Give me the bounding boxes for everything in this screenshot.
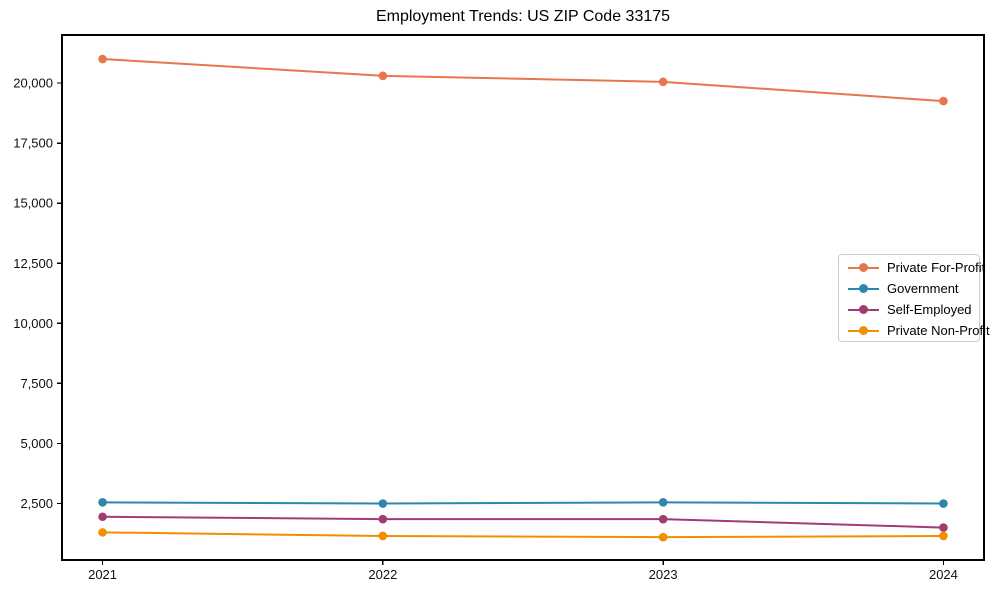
x-tick-label: 2022	[368, 567, 397, 582]
y-tick-label: 5,000	[20, 436, 53, 451]
series-line-government	[101, 501, 945, 505]
y-tick-label: 12,500	[13, 256, 53, 271]
line-marker-icon	[848, 284, 879, 293]
legend-item-private-for-profit: Private For-Profit	[848, 257, 985, 278]
data-point-self-employed	[378, 514, 388, 524]
data-point-government	[658, 498, 668, 507]
data-point-private-for-profit	[939, 96, 948, 106]
legend: Private For-Profit Government Self-Emplo…	[838, 254, 990, 342]
data-point-private-for-profit	[378, 71, 388, 81]
legend-label: Government	[887, 281, 959, 296]
legend-label: Private For-Profit	[887, 260, 986, 275]
data-point-private-for-profit	[98, 54, 107, 64]
data-point-government	[939, 499, 948, 508]
line-marker-icon	[848, 263, 879, 272]
plot-area	[61, 34, 985, 561]
line-marker-icon	[848, 305, 879, 314]
legend-item-government: Government	[848, 278, 979, 299]
legend-item-self-employed: Self-Employed	[848, 299, 979, 320]
data-point-self-employed	[939, 523, 948, 532]
series-line-private-non-profit	[101, 531, 945, 539]
series-line-self-employed	[101, 515, 945, 529]
series-line-private-for-profit	[101, 58, 945, 103]
legend-label: Self-Employed	[887, 302, 972, 317]
legend-label: Private Non-Profit	[887, 323, 990, 338]
y-tick-label: 20,000	[13, 76, 53, 91]
x-tick-label: 2024	[929, 567, 958, 582]
chart-title: Employment Trends: US ZIP Code 33175	[375, 8, 671, 25]
data-point-private-for-profit	[658, 77, 668, 87]
x-tick-label: 2023	[649, 567, 678, 582]
data-point-self-employed	[658, 514, 668, 524]
legend-item-private-non-profit: Private Non-Profit	[848, 320, 990, 341]
y-tick-label: 15,000	[13, 196, 53, 211]
x-tick-label: 2021	[88, 567, 117, 582]
y-tick-label: 17,500	[13, 136, 53, 151]
data-point-private-non-profit	[98, 528, 107, 537]
data-point-private-non-profit	[378, 531, 388, 541]
y-tick-label: 10,000	[13, 316, 53, 331]
data-point-self-employed	[98, 512, 107, 522]
data-point-private-non-profit	[939, 531, 948, 541]
line-marker-icon	[848, 326, 879, 335]
data-point-government	[98, 498, 107, 507]
y-tick-label: 2,500	[20, 496, 53, 511]
data-point-government	[378, 499, 388, 508]
y-tick-label: 7,500	[20, 376, 53, 391]
data-point-private-non-profit	[658, 532, 668, 542]
